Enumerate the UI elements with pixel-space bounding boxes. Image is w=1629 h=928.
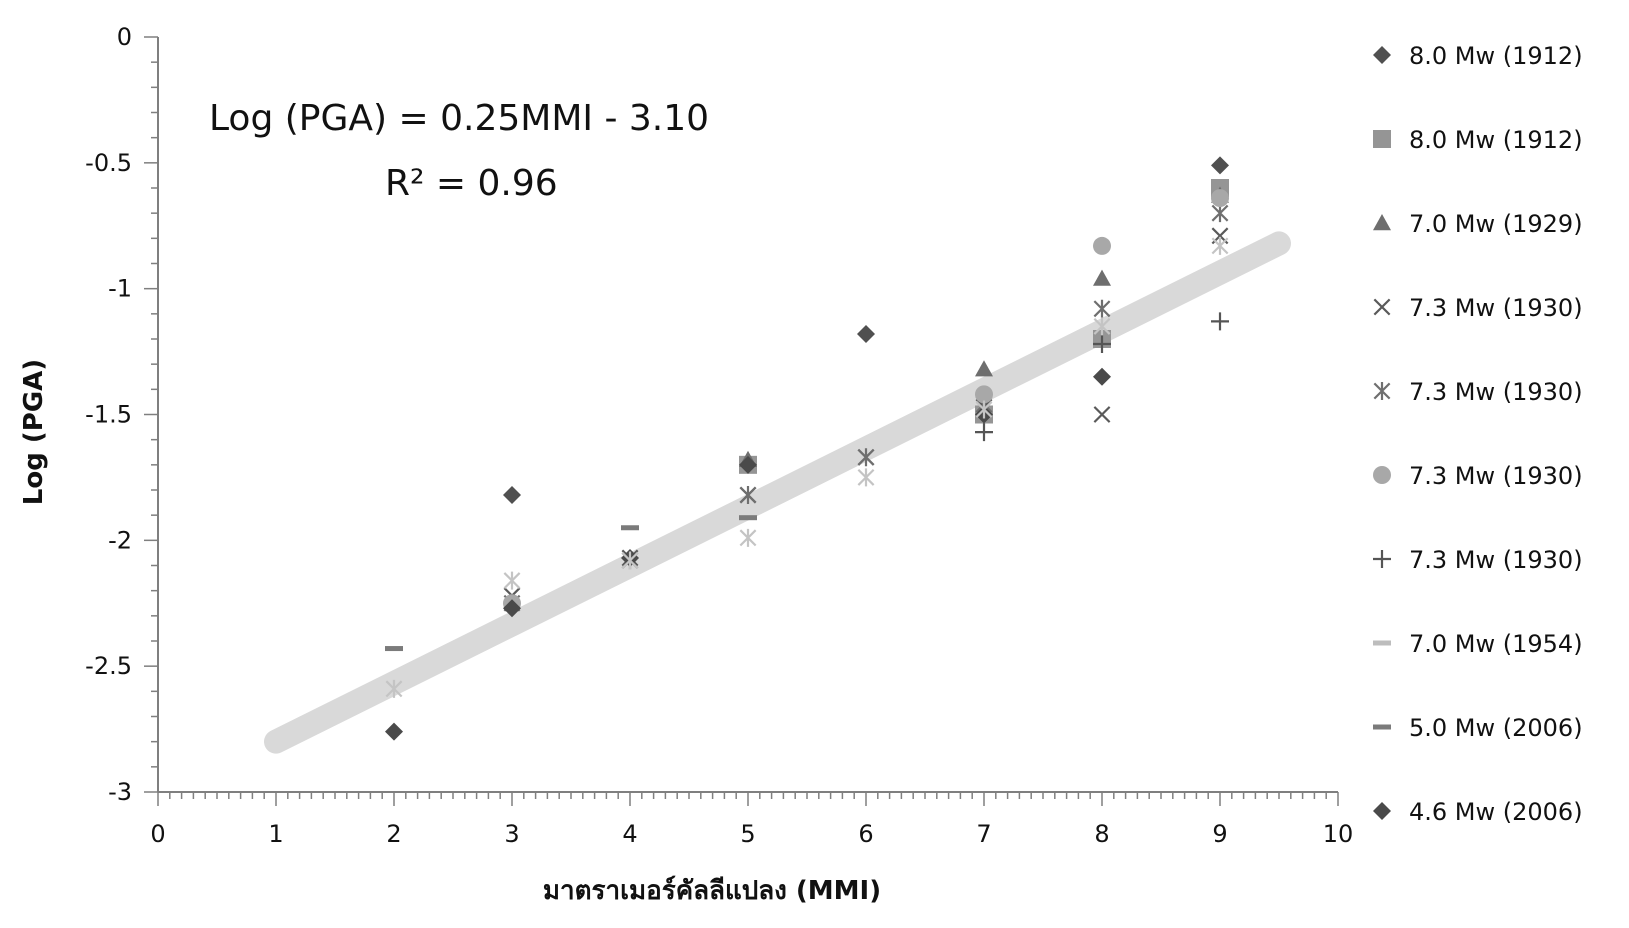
- r-squared-annotation: R² = 0.96: [385, 163, 558, 204]
- data-point: [975, 400, 993, 419]
- data-point: [975, 385, 993, 404]
- legend-label: 7.3 Mw (1930): [1409, 462, 1583, 490]
- data-point: [621, 525, 639, 531]
- legend-label: 7.3 Mw (1930): [1409, 378, 1583, 406]
- x-tick-label: 2: [386, 820, 401, 848]
- data-point: [857, 448, 875, 467]
- data-point: [1211, 156, 1229, 175]
- legend-marker: [1373, 46, 1391, 64]
- x-tick-label: 10: [1323, 820, 1354, 848]
- legend-item: 5.0 Mw (2006): [1373, 714, 1583, 742]
- legend-item: 8.0 Mw (1912): [1373, 126, 1583, 154]
- data-point: [739, 528, 757, 547]
- data-point: [1093, 367, 1111, 386]
- legend-label: 4.6 Mw (2006): [1409, 798, 1583, 826]
- data-point: [975, 423, 993, 442]
- x-tick-label: 7: [976, 820, 991, 848]
- trendline-group: [264, 231, 1291, 754]
- legend-label: 7.3 Mw (1930): [1409, 294, 1583, 322]
- trendline: [264, 231, 1291, 754]
- data-points-group: [385, 156, 1229, 741]
- data-point: [1093, 236, 1111, 255]
- legend-item: 4.6 Mw (2006): [1373, 798, 1583, 826]
- data-point: [1093, 317, 1111, 336]
- data-point: [1211, 189, 1229, 208]
- data-point: [385, 646, 403, 652]
- data-point: [739, 486, 757, 505]
- y-tick-label: -0.5: [85, 149, 132, 177]
- legend-marker: [1373, 640, 1391, 646]
- legend-marker: [1373, 214, 1391, 231]
- x-tick-label: 4: [622, 820, 637, 848]
- legend-label: 7.3 Mw (1930): [1409, 546, 1583, 574]
- legend-marker: [1373, 382, 1391, 400]
- data-point: [1093, 269, 1111, 286]
- y-tick-label: -2.5: [85, 652, 132, 680]
- data-point: [1093, 406, 1111, 423]
- data-point: [503, 571, 521, 590]
- legend-label: 7.0 Mw (1954): [1409, 630, 1583, 658]
- legend-item: 7.3 Mw (1930): [1373, 294, 1583, 322]
- data-point: [1211, 204, 1229, 223]
- legend-item: 7.3 Mw (1930): [1373, 546, 1583, 574]
- legend-label: 7.0 Mw (1929): [1409, 210, 1583, 238]
- x-tick-label: 5: [740, 820, 755, 848]
- data-point: [1211, 312, 1229, 331]
- axes-group: 0 -0.5 -1 -1.5 -2 -2.5 -3 0 1 2 3 4 5 6 7 8 9 10: [85, 23, 1353, 848]
- data-point: [975, 360, 993, 377]
- legend-marker: [1373, 550, 1391, 568]
- y-tick-label: 0: [117, 23, 132, 51]
- data-point: [503, 599, 521, 618]
- y-tick-label: -1: [108, 275, 132, 303]
- x-tick-label: 6: [858, 820, 873, 848]
- data-point: [857, 324, 875, 343]
- x-tick-label: 0: [150, 820, 165, 848]
- legend-marker: [1373, 130, 1391, 148]
- data-point: [739, 515, 757, 521]
- legend-item: 8.0 Mw (1912): [1373, 42, 1583, 70]
- legend-item: 7.0 Mw (1954): [1373, 630, 1583, 658]
- data-point: [385, 722, 403, 741]
- x-tick-label: 3: [504, 820, 519, 848]
- legend-label: 8.0 Mw (1912): [1409, 126, 1583, 154]
- legend-marker: [1373, 724, 1391, 730]
- x-tick-label: 8: [1094, 820, 1109, 848]
- data-point: [385, 679, 403, 698]
- legend-label: 5.0 Mw (2006): [1409, 714, 1583, 742]
- data-point: [621, 551, 639, 570]
- labels-group: Log (PGA) = 0.25MMI - 3.10 R² = 0.96 มาต…: [19, 98, 881, 906]
- data-point: [1093, 335, 1111, 354]
- legend-item: 7.3 Mw (1930): [1373, 378, 1583, 406]
- y-tick-label: -3: [108, 778, 132, 806]
- y-tick-label: -1.5: [85, 401, 132, 429]
- x-tick-label: 1: [268, 820, 283, 848]
- x-axis-title: มาตราเมอร์คัลลีแปลง (MMI): [543, 875, 881, 906]
- legend-item: 7.0 Mw (1929): [1373, 210, 1583, 238]
- data-point: [1211, 236, 1229, 255]
- legend: 8.0 Mw (1912) 8.0 Mw (1912) 7.0 Mw (1929) 7…: [1373, 42, 1583, 826]
- data-point: [739, 455, 757, 474]
- equation-annotation: Log (PGA) = 0.25MMI - 3.10: [209, 98, 709, 139]
- data-point: [503, 486, 521, 505]
- y-axis-title: Log (PGA): [19, 359, 49, 505]
- y-tick-label: -2: [108, 526, 132, 554]
- legend-marker: [1373, 802, 1391, 820]
- data-point: [1093, 299, 1111, 318]
- x-tick-label: 9: [1212, 820, 1227, 848]
- legend-marker: [1373, 298, 1391, 316]
- legend-marker: [1373, 466, 1391, 484]
- legend-item: 7.3 Mw (1930): [1373, 462, 1583, 490]
- legend-label: 8.0 Mw (1912): [1409, 42, 1583, 70]
- data-point: [857, 468, 875, 487]
